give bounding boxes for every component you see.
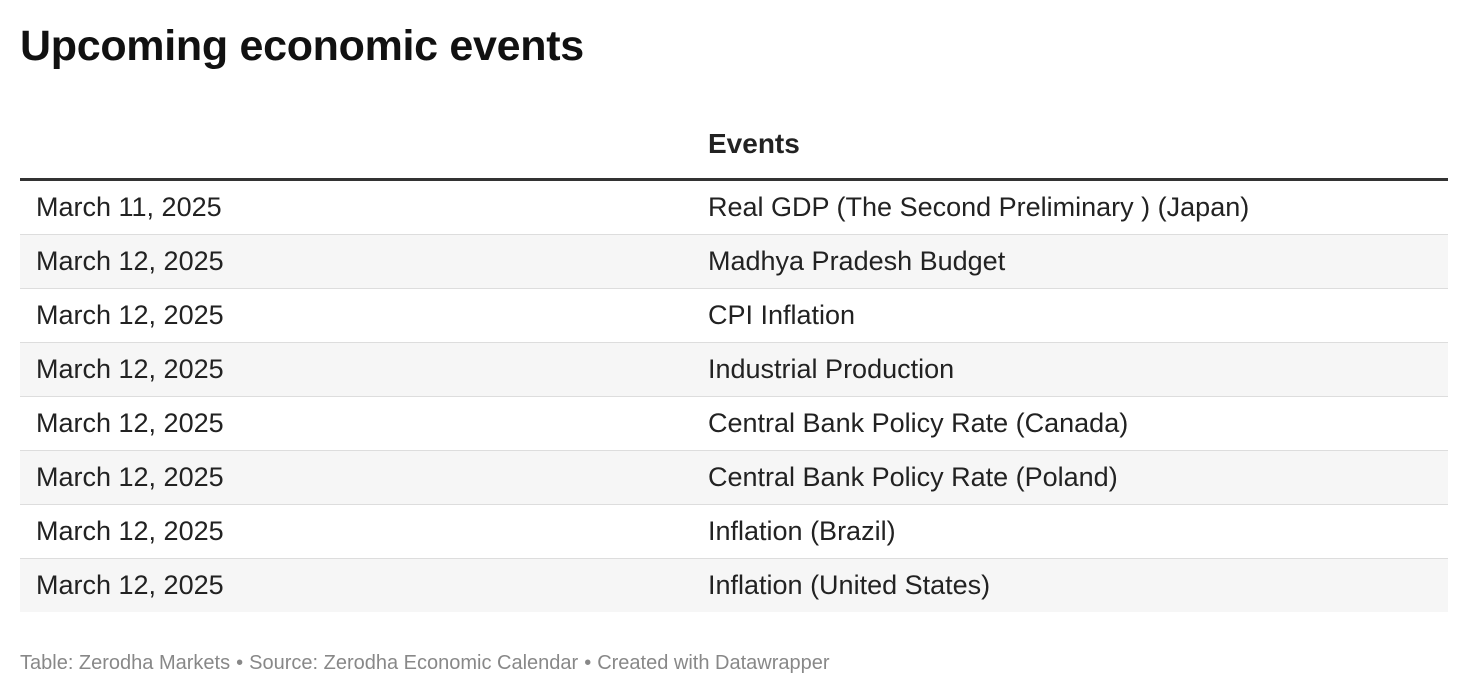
events-table-container: Events March 11, 2025 Real GDP (The Secon…: [20, 110, 1448, 612]
datawrapper-credit: Created with Datawrapper: [597, 652, 830, 674]
column-header-events: Events: [692, 110, 1448, 181]
table-row: March 12, 2025 Central Bank Policy Rate (…: [20, 396, 1448, 451]
table-header: Events: [20, 110, 1448, 181]
event-cell: Industrial Production: [692, 342, 1448, 397]
table-row: March 11, 2025 Real GDP (The Second Preli…: [20, 179, 1448, 235]
date-cell: March 12, 2025: [20, 234, 692, 289]
event-cell: CPI Inflation: [692, 288, 1448, 343]
event-cell: Central Bank Policy Rate (Poland): [692, 450, 1448, 505]
column-header-date: [20, 110, 692, 181]
separator-dot: •: [236, 652, 244, 674]
date-cell: March 12, 2025: [20, 558, 692, 612]
table-row: March 12, 2025 Industrial Production: [20, 342, 1448, 397]
events-table: Events March 11, 2025 Real GDP (The Secon…: [20, 110, 1448, 612]
event-cell: Real GDP (The Second Preliminary ) (Japa…: [692, 179, 1448, 235]
event-cell: Inflation (Brazil): [692, 504, 1448, 559]
table-credit: Table: Zerodha Markets: [20, 652, 231, 674]
table-title: Upcoming economic events: [20, 22, 584, 70]
date-cell: March 12, 2025: [20, 450, 692, 505]
date-cell: March 12, 2025: [20, 342, 692, 397]
event-cell: Madhya Pradesh Budget: [692, 234, 1448, 289]
table-row: March 12, 2025 Inflation (Brazil): [20, 504, 1448, 559]
table-row: March 12, 2025 CPI Inflation: [20, 288, 1448, 343]
date-cell: March 11, 2025: [20, 179, 692, 235]
table-body: March 11, 2025 Real GDP (The Second Preli…: [20, 179, 1448, 612]
separator-dot: •: [584, 652, 592, 674]
event-cell: Inflation (United States): [692, 558, 1448, 612]
table-row: March 12, 2025 Madhya Pradesh Budget: [20, 234, 1448, 289]
footer-credits: Table: Zerodha Markets • Source: Zerodha E…: [20, 652, 830, 675]
date-cell: March 12, 2025: [20, 396, 692, 451]
source-credit: Source: Zerodha Economic Calendar: [249, 652, 579, 674]
event-cell: Central Bank Policy Rate (Canada): [692, 396, 1448, 451]
date-cell: March 12, 2025: [20, 504, 692, 559]
table-row: March 12, 2025 Central Bank Policy Rate (…: [20, 450, 1448, 505]
date-cell: March 12, 2025: [20, 288, 692, 343]
table-row: March 12, 2025 Inflation (United States): [20, 558, 1448, 612]
header-row: Events: [20, 110, 1448, 181]
